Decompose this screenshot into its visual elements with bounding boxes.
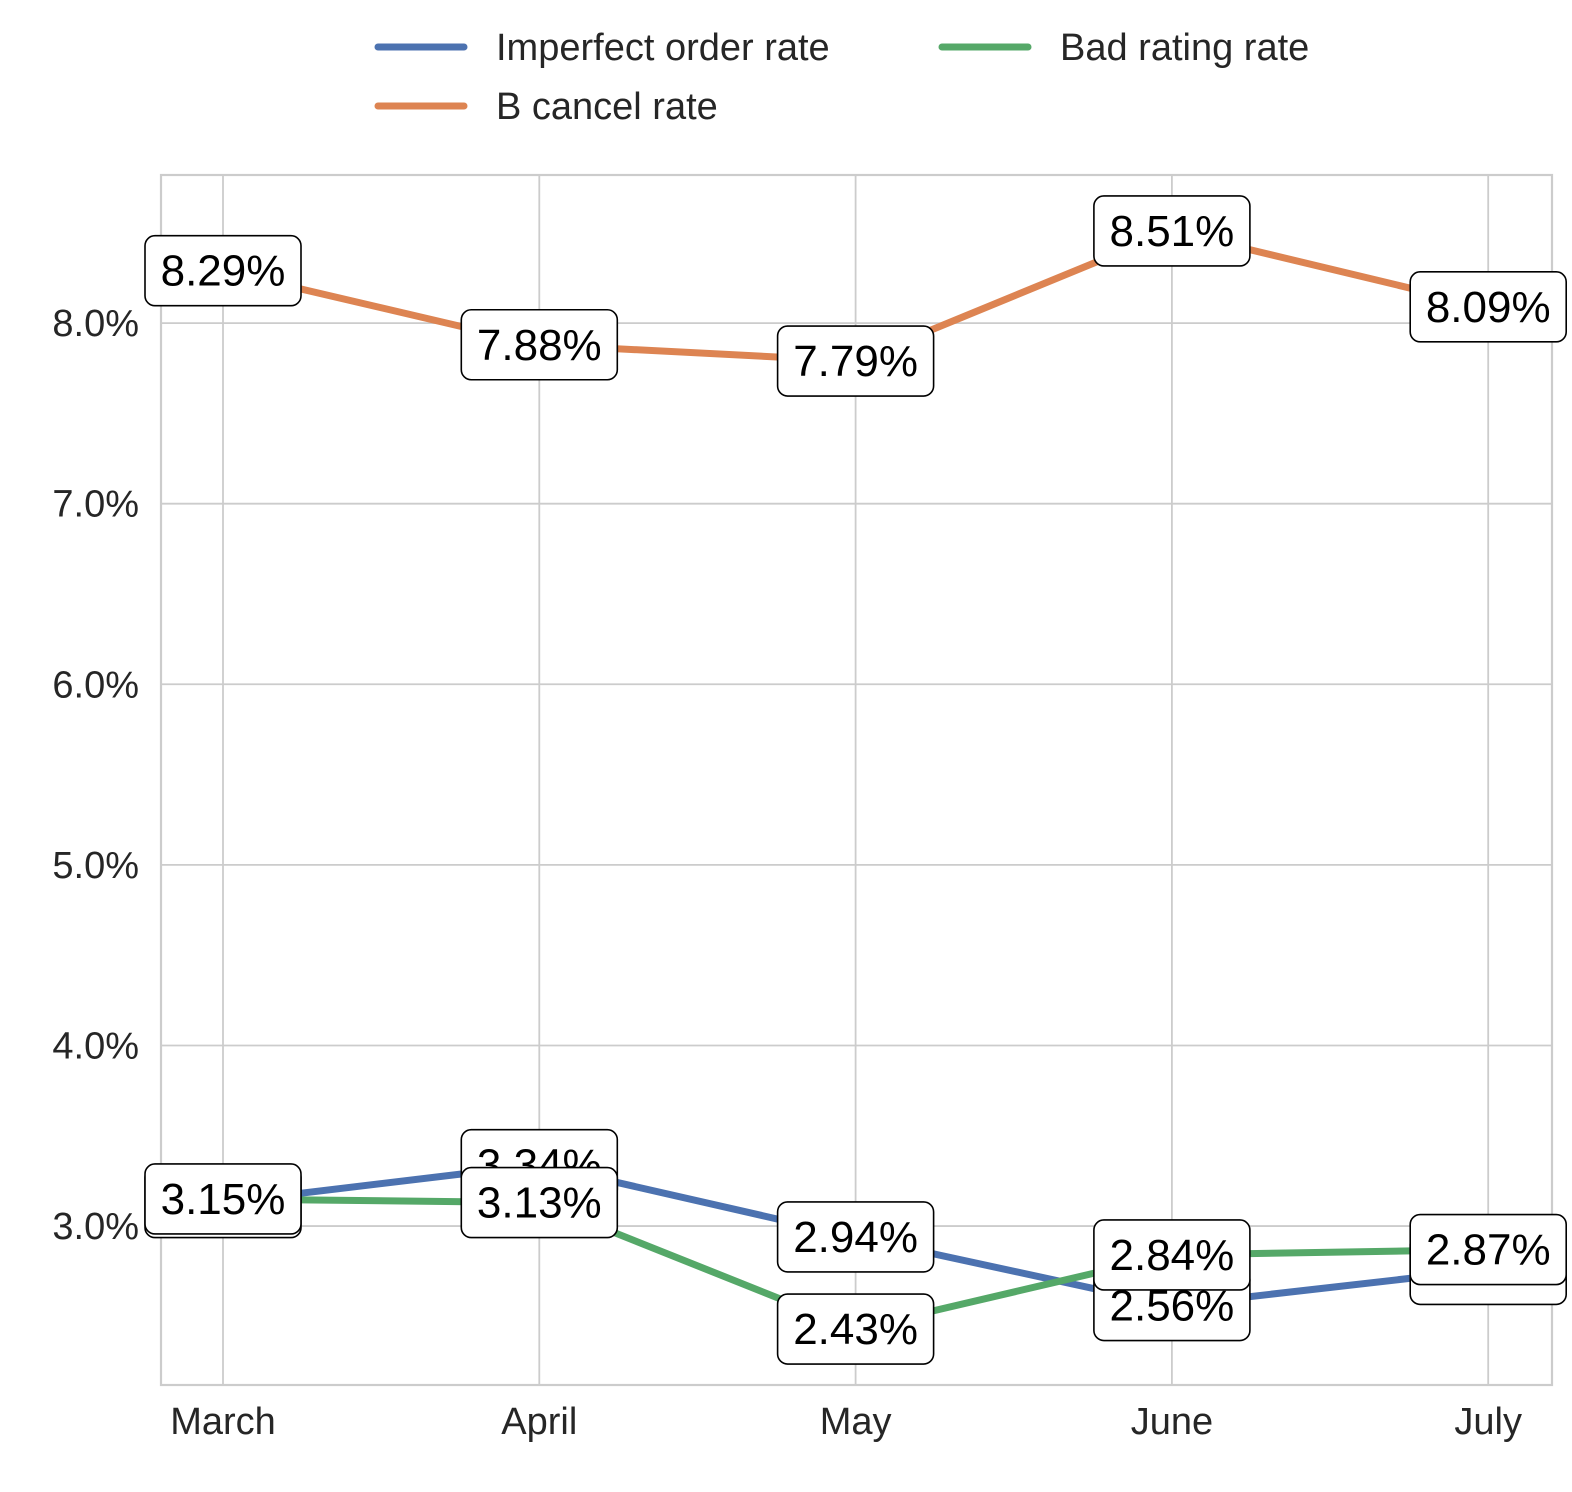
data-label-box	[776, 1293, 935, 1365]
y-tick-label: 8.0%	[52, 303, 139, 345]
y-tick-label: 5.0%	[52, 845, 139, 887]
data-label-box	[776, 1201, 935, 1273]
data-label-text: 3.13%	[477, 1179, 602, 1228]
data-label-text: 3.15%	[161, 1175, 286, 1224]
data-label-text: 8.51%	[1110, 207, 1235, 256]
data-label: 8.09%	[1409, 271, 1567, 343]
data-label: 2.43%	[776, 1293, 935, 1365]
legend-label: Bad rating rate	[1060, 27, 1309, 69]
data-label-box	[144, 1163, 302, 1235]
data-label-text: 2.94%	[793, 1213, 918, 1262]
data-label-box	[1409, 1213, 1567, 1286]
data-label-box	[460, 308, 619, 381]
legend-label: B cancel rate	[496, 86, 718, 128]
data-label: 2.87%	[1409, 1213, 1567, 1286]
y-tick-label: 4.0%	[52, 1025, 139, 1067]
y-tick-label: 7.0%	[52, 484, 139, 526]
data-label: 2.94%	[776, 1201, 935, 1273]
legend-item: B cancel rate	[374, 86, 718, 128]
x-tick-label: June	[1131, 1401, 1213, 1443]
data-label: 8.51%	[1093, 195, 1251, 267]
x-tick-label: March	[170, 1401, 276, 1443]
data-label: 8.29%	[144, 234, 302, 307]
y-tick-label: 3.0%	[52, 1206, 139, 1248]
legend-item: Bad rating rate	[938, 27, 1309, 69]
data-label-text: 7.88%	[477, 321, 602, 370]
legend-label: Imperfect order rate	[496, 27, 830, 69]
y-tick-label: 6.0%	[52, 664, 139, 706]
data-label-text: 8.09%	[1426, 283, 1551, 332]
data-label-box	[1093, 1219, 1251, 1291]
x-tick-label: May	[820, 1401, 892, 1443]
data-labels: 3.34%2.94%2.56%8.29%7.88% 7.79%8.51%8.09%…	[144, 195, 1567, 1365]
data-label-text: 8.29%	[161, 247, 286, 296]
data-label-box	[144, 234, 302, 307]
data-label-box	[1409, 271, 1567, 343]
data-label: 3.15%	[144, 1163, 302, 1235]
data-label-text: 2.87%	[1426, 1226, 1551, 1275]
data-label: 7.88%	[460, 308, 619, 381]
data-label-text: 2.43%	[793, 1305, 918, 1354]
legend: Imperfect order rate B cancel rate Bad rat…	[374, 27, 1309, 128]
data-label-text: 7.79%	[793, 337, 918, 386]
data-label-box	[1093, 195, 1251, 267]
data-label: 7.79%	[776, 325, 935, 397]
data-label-box	[776, 325, 935, 397]
data-label-text: 2.84%	[1110, 1231, 1235, 1280]
plot-frame	[159, 173, 1554, 1387]
axis-ticks: March April May June July 3.0% 4.0% 5.0% 6.0% 7.0…	[52, 303, 1522, 1443]
data-label: 3.13%	[460, 1166, 619, 1239]
legend-item: Imperfect order rate	[374, 27, 830, 69]
data-label-box	[460, 1166, 619, 1239]
data-label: 2.84%	[1093, 1219, 1251, 1291]
x-tick-label: April	[501, 1401, 577, 1443]
x-tick-label: July	[1454, 1401, 1522, 1443]
